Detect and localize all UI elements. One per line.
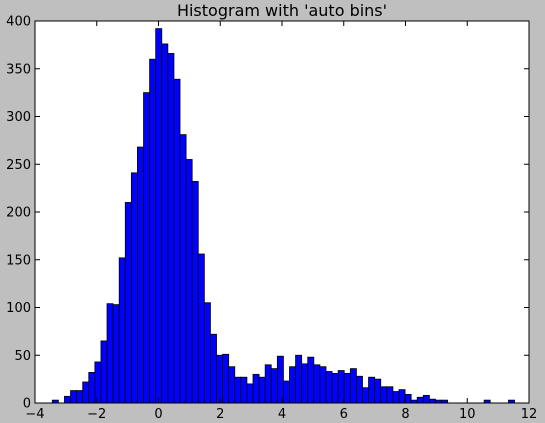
histogram-bar bbox=[246, 383, 254, 404]
histogram-bar bbox=[264, 364, 272, 404]
histogram-bar bbox=[88, 372, 96, 404]
histogram-bar bbox=[124, 202, 132, 404]
histogram-bar bbox=[380, 386, 388, 404]
histogram-bar bbox=[374, 378, 382, 404]
histogram-bar bbox=[422, 394, 430, 404]
histogram-bar bbox=[270, 368, 278, 404]
histogram-bar bbox=[137, 146, 144, 404]
y-tick-label: 400 bbox=[6, 15, 31, 30]
histogram-bar bbox=[356, 375, 363, 404]
histogram-bar bbox=[283, 380, 290, 404]
histogram-bar bbox=[112, 304, 120, 404]
y-tick-label: 100 bbox=[6, 301, 31, 316]
histogram-bar bbox=[276, 355, 284, 404]
histogram-bar bbox=[216, 354, 223, 404]
histogram-bar bbox=[228, 366, 236, 404]
histogram-bar bbox=[173, 78, 181, 404]
histogram-bar bbox=[240, 376, 248, 404]
histogram-bar bbox=[64, 395, 71, 404]
y-tick-labels: 0 50 100 150 200 250 300 350 400 bbox=[6, 15, 31, 412]
histogram-bar bbox=[392, 391, 400, 404]
histogram-bar bbox=[343, 372, 351, 404]
histogram-bar bbox=[349, 368, 357, 404]
x-tick-label: 12 bbox=[521, 407, 538, 422]
x-tick-labels: −4 −2 0 2 4 6 8 10 12 bbox=[25, 407, 537, 422]
histogram-bar bbox=[307, 356, 315, 404]
histogram-bar bbox=[94, 361, 102, 404]
histogram-bar bbox=[70, 390, 78, 404]
histogram-bar bbox=[203, 302, 211, 404]
histogram-bar bbox=[331, 372, 339, 404]
histogram-bar bbox=[252, 373, 260, 404]
histogram-bar bbox=[234, 376, 242, 404]
histogram-bar bbox=[143, 92, 151, 404]
y-tick-label: 250 bbox=[6, 158, 31, 173]
x-tick-label: −4 bbox=[25, 407, 44, 422]
y-tick-label: 150 bbox=[6, 253, 31, 268]
histogram-bar bbox=[155, 28, 163, 404]
x-tick-label: 6 bbox=[340, 407, 348, 422]
histogram-bar bbox=[428, 398, 436, 404]
histogram-bar bbox=[197, 253, 205, 404]
y-tick-label: 300 bbox=[6, 110, 31, 125]
x-tick-label: 4 bbox=[278, 407, 286, 422]
x-tick-label: 0 bbox=[154, 407, 162, 422]
x-tick-label: 10 bbox=[459, 407, 476, 422]
histogram-bar bbox=[295, 354, 303, 404]
histogram-bar bbox=[368, 376, 376, 404]
histogram-bar bbox=[179, 134, 187, 404]
histogram-bar bbox=[222, 353, 230, 404]
histogram-bar bbox=[398, 389, 406, 404]
x-tick-label: −2 bbox=[87, 407, 106, 422]
y-tick-label: 50 bbox=[14, 349, 31, 364]
histogram-bar bbox=[100, 340, 108, 404]
histogram-bar bbox=[289, 366, 296, 404]
histogram-bar bbox=[362, 387, 369, 404]
histogram-bar bbox=[416, 396, 424, 404]
histogram-bar bbox=[258, 376, 266, 404]
x-tick-label: 8 bbox=[401, 407, 409, 422]
x-tick-label: 2 bbox=[216, 407, 224, 422]
histogram-bar bbox=[191, 181, 199, 404]
histogram-bar bbox=[386, 386, 394, 404]
y-tick-label: 200 bbox=[6, 206, 31, 221]
histogram-bar bbox=[106, 303, 114, 404]
y-tick-label: 0 bbox=[23, 397, 31, 412]
plot-frame bbox=[34, 20, 530, 404]
histogram-bar bbox=[76, 390, 84, 404]
histogram-bar bbox=[167, 53, 175, 404]
histogram-bar bbox=[185, 159, 193, 404]
histogram-bar bbox=[210, 333, 217, 404]
histogram-bar bbox=[319, 366, 327, 404]
histogram-bar bbox=[161, 43, 169, 404]
y-tick-label: 350 bbox=[6, 62, 31, 77]
histogram-bar bbox=[149, 58, 157, 404]
histogram-bar bbox=[82, 381, 90, 404]
histogram-bar bbox=[130, 172, 138, 404]
histogram-bar bbox=[325, 371, 333, 404]
histogram-bar bbox=[118, 257, 126, 404]
histogram-bar bbox=[301, 363, 309, 404]
histogram-bar bbox=[313, 364, 321, 404]
chart-title: Histogram with 'auto bins' bbox=[177, 1, 387, 20]
